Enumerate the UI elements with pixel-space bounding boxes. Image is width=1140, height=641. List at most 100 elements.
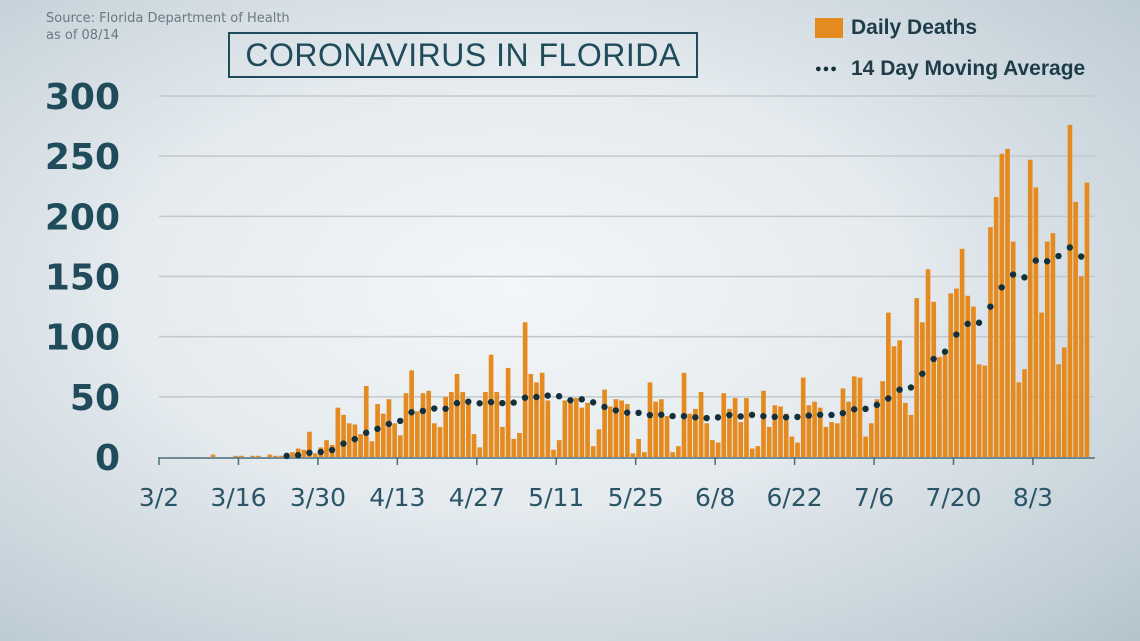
bar	[420, 393, 426, 457]
bar	[380, 413, 386, 457]
bar	[772, 405, 778, 457]
bar	[636, 438, 641, 457]
bar	[971, 306, 976, 457]
bar	[925, 269, 931, 457]
bar	[641, 452, 647, 457]
bar	[1039, 312, 1044, 457]
moving-average-point	[771, 413, 778, 421]
moving-average-point	[612, 407, 620, 414]
bar	[273, 455, 278, 457]
bar	[778, 406, 783, 457]
y-tick-label: 200	[45, 197, 120, 238]
bar	[539, 372, 545, 457]
bar	[579, 407, 585, 457]
bar	[449, 392, 454, 457]
bar	[937, 357, 942, 457]
x-tick-label: 6/8	[695, 483, 735, 512]
bar	[590, 446, 596, 457]
bar	[795, 442, 800, 457]
bar	[727, 408, 732, 457]
bar	[817, 407, 823, 457]
moving-average-point	[805, 412, 812, 419]
moving-average-point	[362, 429, 370, 436]
bar	[749, 448, 755, 457]
bar	[886, 312, 891, 457]
bar	[676, 446, 681, 457]
moving-average-point	[340, 440, 347, 447]
moving-average-point	[714, 414, 722, 421]
bar	[868, 423, 874, 457]
bar	[568, 402, 573, 457]
moving-average-point	[431, 405, 438, 412]
bar	[653, 401, 658, 457]
moving-average-point	[623, 409, 631, 416]
moving-average-point	[998, 284, 1005, 291]
bar	[1078, 276, 1084, 457]
bar	[755, 446, 761, 457]
moving-average-point	[839, 409, 847, 417]
bar	[624, 404, 630, 457]
bar	[363, 386, 369, 457]
bar	[1073, 201, 1078, 457]
bar	[993, 197, 999, 457]
bar	[267, 454, 273, 457]
bar	[607, 406, 613, 457]
bar	[239, 455, 244, 457]
bar	[1056, 364, 1061, 457]
bar	[914, 298, 920, 457]
x-tick-label: 5/25	[608, 483, 664, 512]
moving-average-point	[1021, 274, 1028, 281]
x-tick-label: 3/30	[290, 483, 346, 512]
bar	[250, 455, 256, 457]
moving-average-point	[442, 405, 449, 412]
bar	[545, 400, 551, 457]
moving-average-point	[782, 414, 790, 421]
bar	[522, 322, 528, 457]
bar	[715, 442, 721, 457]
moving-average-point	[828, 411, 835, 419]
bar	[278, 455, 284, 457]
moving-average-point	[1043, 258, 1051, 265]
bar	[1016, 382, 1022, 457]
moving-average-point	[748, 411, 756, 419]
moving-average-point	[385, 420, 393, 428]
legend-item-moving-average: ●●● 14 Day Moving Average	[815, 55, 1085, 83]
bar	[301, 449, 307, 457]
moving-average-point	[521, 394, 529, 401]
moving-average-point	[850, 406, 858, 413]
bar	[976, 364, 982, 457]
bar	[562, 400, 568, 457]
bar	[341, 414, 346, 457]
moving-average-point	[544, 392, 551, 399]
bar	[1044, 241, 1050, 457]
bar	[829, 422, 834, 457]
moving-average-point	[1009, 271, 1017, 278]
bar	[307, 431, 312, 457]
bar	[613, 399, 619, 457]
bar	[335, 407, 341, 457]
bar	[528, 373, 534, 457]
moving-average-point	[953, 331, 960, 338]
bar	[664, 416, 670, 457]
bar	[483, 392, 488, 457]
bar	[738, 422, 744, 457]
moving-average-point	[476, 400, 483, 407]
bar	[443, 396, 449, 457]
bar	[891, 346, 897, 457]
chart-title: CORONAVIRUS IN FLORIDA	[228, 32, 698, 78]
x-tick-label: 5/11	[528, 483, 584, 512]
legend-label: 14 Day Moving Average	[851, 57, 1086, 80]
moving-average-point	[919, 370, 926, 377]
moving-average-point	[499, 399, 506, 407]
bar	[857, 377, 863, 457]
bar	[800, 377, 806, 457]
bar	[517, 432, 522, 457]
bar	[789, 436, 795, 457]
bar	[460, 392, 466, 457]
moving-average-point	[306, 449, 313, 456]
bar	[386, 399, 392, 457]
bar	[761, 390, 766, 457]
y-tick-label: 0	[95, 438, 120, 479]
moving-average-point	[680, 412, 688, 420]
moving-average-point	[294, 451, 302, 459]
